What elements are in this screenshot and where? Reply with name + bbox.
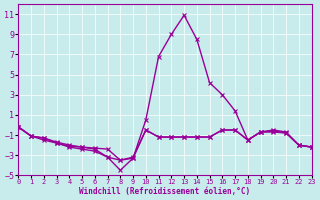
X-axis label: Windchill (Refroidissement éolien,°C): Windchill (Refroidissement éolien,°C) (79, 187, 251, 196)
